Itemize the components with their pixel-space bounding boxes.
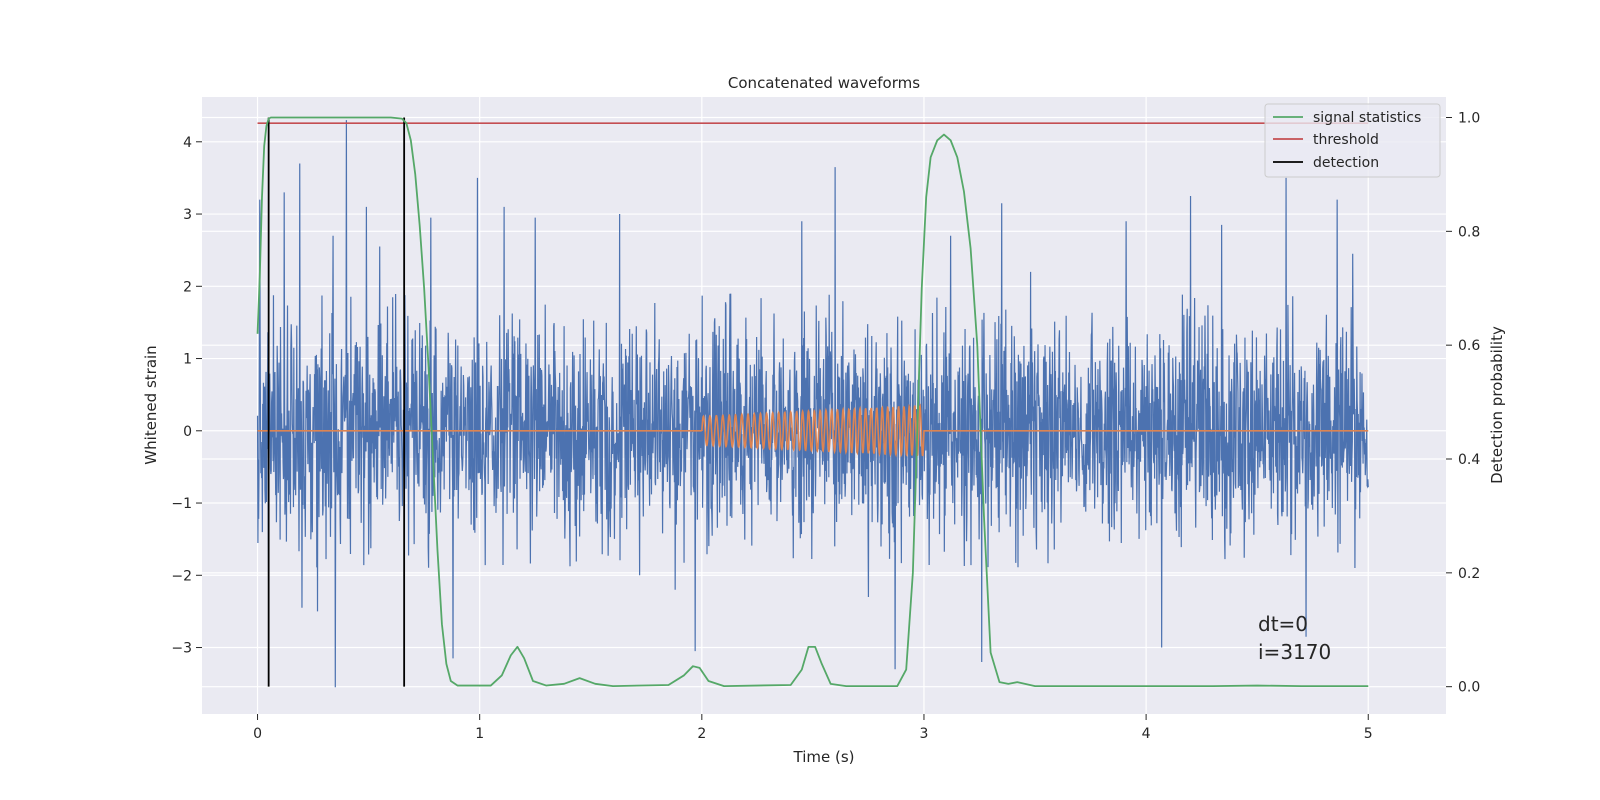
y-left-tick-label: 2 xyxy=(183,279,192,295)
noise-series xyxy=(256,120,1369,688)
y-right-tick-label: 0.6 xyxy=(1458,338,1480,354)
y-right-tick-label: 1.0 xyxy=(1458,110,1480,126)
x-tick-label: 4 xyxy=(1142,726,1151,742)
y-right-axis-title: Detection probability xyxy=(1488,326,1506,484)
legend-box xyxy=(1264,103,1441,178)
y-right-tick-label: 0.2 xyxy=(1458,566,1480,582)
legend: signal statistics threshold detection xyxy=(1264,103,1441,178)
y-left-tick-label: 1 xyxy=(183,352,192,368)
y-right-tick-label: 0.8 xyxy=(1458,224,1480,240)
y-left-tick-label: −2 xyxy=(171,568,192,584)
injection-line xyxy=(257,403,1369,458)
annotation-dt: dt=0 xyxy=(1258,612,1308,636)
chart-title: Concatenated waveforms xyxy=(728,74,920,92)
signal-statistics-line xyxy=(256,116,1369,688)
x-axis-title: Time (s) xyxy=(793,748,855,766)
y-right-tick-label: 0.4 xyxy=(1458,452,1480,468)
axis-ticks: 0 1 2 3 4 5 −3 −2 −1 0 1 2 3 4 0.0 0.2 0.4 0.6 0.8 1.0 xyxy=(171,110,1480,742)
probability-series xyxy=(256,116,1369,688)
legend-label-signal-statistics: signal statistics xyxy=(1313,110,1421,126)
y-left-tick-label: 0 xyxy=(183,424,192,440)
x-tick-label: 3 xyxy=(920,726,929,742)
y-left-axis-title: Whitened strain xyxy=(142,345,160,464)
legend-label-detection: detection xyxy=(1313,155,1379,171)
annotation-index: i=3170 xyxy=(1258,640,1331,664)
y-left-tick-label: 3 xyxy=(183,207,192,223)
y-left-tick-label: −3 xyxy=(171,641,192,657)
injection-series xyxy=(257,403,1369,458)
x-tick-label: 1 xyxy=(475,726,484,742)
legend-label-threshold: threshold xyxy=(1313,132,1379,148)
y-left-tick-label: 4 xyxy=(183,135,192,151)
x-tick-label: 5 xyxy=(1364,726,1373,742)
x-tick-label: 2 xyxy=(697,726,706,742)
noise-line xyxy=(256,120,1369,688)
y-right-tick-label: 0.0 xyxy=(1458,680,1480,696)
x-tick-label: 0 xyxy=(253,726,262,742)
y-left-tick-label: −1 xyxy=(171,496,192,512)
